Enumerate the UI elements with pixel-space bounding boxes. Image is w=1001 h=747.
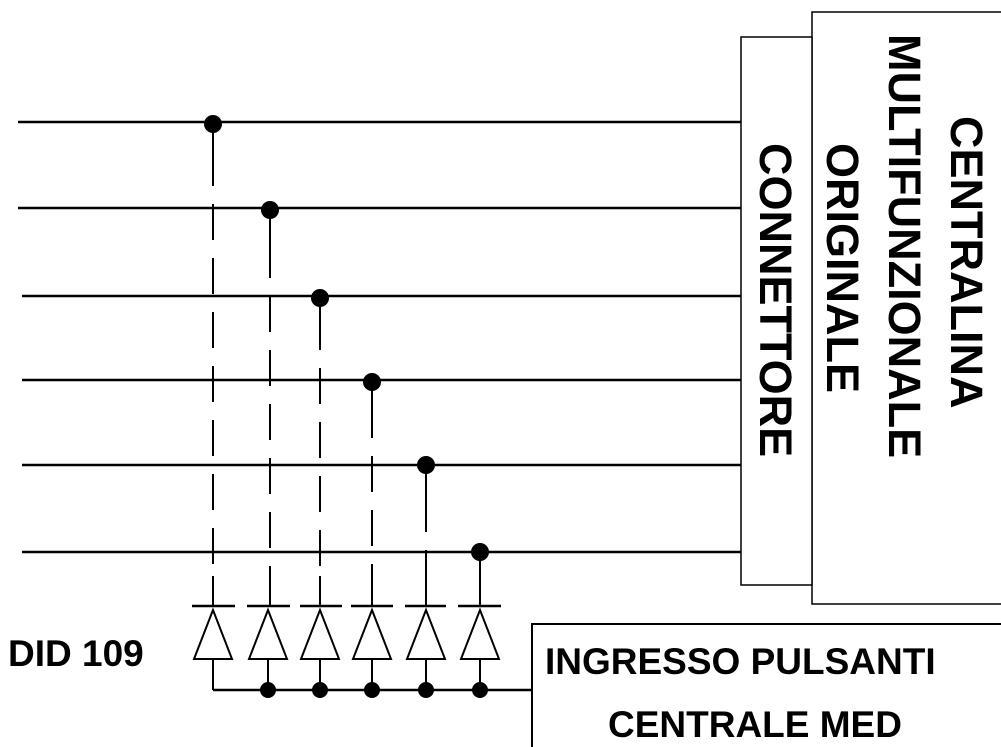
junction-dot	[417, 456, 435, 474]
junction-dot	[261, 201, 279, 219]
input-box	[531, 623, 1001, 747]
bus-dot	[418, 682, 434, 698]
input-label-line1: INGRESSO PULSANTI	[545, 641, 936, 682]
diode-2	[247, 576, 290, 690]
unit-label-line1: ORIGINALE	[817, 143, 868, 393]
diode-4	[351, 576, 393, 690]
bus-dot	[312, 682, 328, 698]
connector-label: CONNETTORE	[750, 143, 801, 457]
diode-6	[458, 604, 501, 690]
bus-dot	[472, 682, 488, 698]
diode-1	[192, 576, 235, 690]
junction-dot	[311, 289, 329, 307]
wire-node-group	[204, 115, 489, 561]
tap-group	[212, 122, 481, 606]
unit-label-line2: MULTIFUNZIONALE	[879, 34, 930, 458]
input-label-line2: CENTRALE MED	[608, 704, 902, 745]
junction-dot	[471, 543, 489, 561]
junction-dot	[363, 373, 381, 391]
bus-node-group	[260, 682, 488, 698]
diode-group	[192, 576, 501, 690]
unit-box	[811, 11, 1001, 605]
junction-dot	[204, 115, 222, 133]
diode-part-label: DID 109	[8, 633, 144, 674]
diode-3	[299, 576, 342, 690]
connector-box	[740, 36, 813, 586]
wire-group	[18, 120, 741, 554]
bus-dot	[260, 682, 276, 698]
bus-dot	[364, 682, 380, 698]
unit-label-line3: CENTRALINA	[941, 116, 992, 408]
diode-5	[405, 576, 447, 690]
